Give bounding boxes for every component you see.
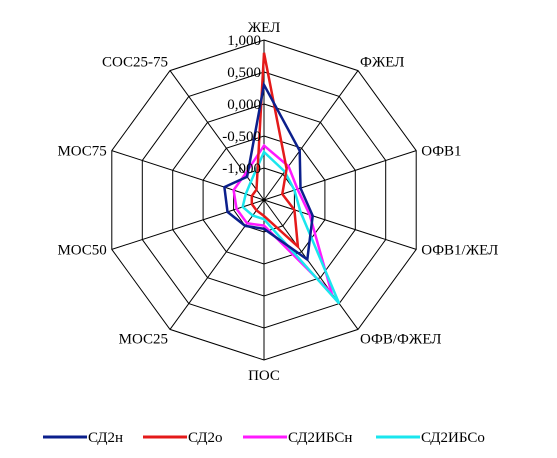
category-label: МОС50 <box>57 242 106 258</box>
legend-label: СД2о <box>188 430 223 446</box>
tick-label: 0,000 <box>227 97 261 113</box>
axis-spoke <box>169 199 265 330</box>
series-line <box>250 52 300 250</box>
legend-label: СД2ИБСн <box>288 430 352 446</box>
axis-spoke <box>263 150 417 201</box>
series-line <box>241 149 341 305</box>
series-layer <box>223 52 341 305</box>
category-label: ОФВ1/ЖЕЛ <box>421 242 498 258</box>
series-line <box>232 143 335 298</box>
axis-spoke <box>263 70 359 201</box>
tick-label: -0,500 <box>222 129 261 145</box>
category-label: МОС25 <box>119 331 168 347</box>
legend-label: СД2н <box>88 430 123 446</box>
category-label: ОФВ1 <box>421 144 461 160</box>
tick-label: 1,000 <box>227 33 261 49</box>
category-label: ОФВ/ФЖЕЛ <box>360 331 441 347</box>
legend: СД2н СД2о СД2ИБСн СД2ИБСо <box>43 430 485 446</box>
axis-spoke <box>111 199 265 250</box>
axis-spoke <box>169 70 265 201</box>
category-labels: ЖЕЛ ФЖЕЛ ОФВ1 ОФВ1/ЖЕЛ ОФВ/ФЖЕЛ ПОС МОС25 МОС50… <box>57 20 498 384</box>
category-label: ПОС <box>248 368 280 384</box>
tick-label: 0,500 <box>227 65 261 81</box>
category-label: МОС75 <box>57 144 106 160</box>
legend-label: СД2ИБСо <box>421 430 485 446</box>
series-line <box>223 81 314 262</box>
category-label: ЖЕЛ <box>248 20 281 36</box>
axis-spoke <box>263 199 417 250</box>
axis-spoke <box>263 199 359 330</box>
tick-labels: 1,000 0,500 0,000 -0,500 -1,000 <box>222 33 261 177</box>
category-label: СОС25-75 <box>102 55 168 71</box>
category-label: ФЖЕЛ <box>360 55 404 71</box>
tick-label: -1,000 <box>222 161 261 177</box>
axis-spoke <box>111 150 265 201</box>
